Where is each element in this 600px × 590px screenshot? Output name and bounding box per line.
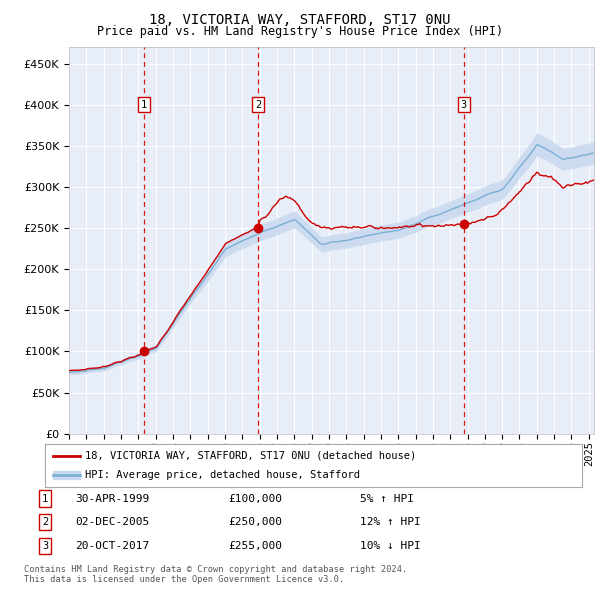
Text: 12% ↑ HPI: 12% ↑ HPI bbox=[360, 517, 421, 527]
Text: £250,000: £250,000 bbox=[228, 517, 282, 527]
Text: Contains HM Land Registry data © Crown copyright and database right 2024.: Contains HM Land Registry data © Crown c… bbox=[24, 565, 407, 574]
Text: 10% ↓ HPI: 10% ↓ HPI bbox=[360, 541, 421, 550]
Text: HPI: Average price, detached house, Stafford: HPI: Average price, detached house, Staf… bbox=[85, 470, 360, 480]
Text: 18, VICTORIA WAY, STAFFORD, ST17 0NU: 18, VICTORIA WAY, STAFFORD, ST17 0NU bbox=[149, 13, 451, 27]
Text: This data is licensed under the Open Government Licence v3.0.: This data is licensed under the Open Gov… bbox=[24, 575, 344, 584]
Text: 5% ↑ HPI: 5% ↑ HPI bbox=[360, 494, 414, 503]
Text: 3: 3 bbox=[461, 100, 467, 110]
Text: 2: 2 bbox=[255, 100, 262, 110]
Text: Price paid vs. HM Land Registry's House Price Index (HPI): Price paid vs. HM Land Registry's House … bbox=[97, 25, 503, 38]
Text: 20-OCT-2017: 20-OCT-2017 bbox=[75, 541, 149, 550]
Text: 02-DEC-2005: 02-DEC-2005 bbox=[75, 517, 149, 527]
Text: 18, VICTORIA WAY, STAFFORD, ST17 0NU (detached house): 18, VICTORIA WAY, STAFFORD, ST17 0NU (de… bbox=[85, 451, 416, 461]
Text: 30-APR-1999: 30-APR-1999 bbox=[75, 494, 149, 503]
Text: 1: 1 bbox=[42, 494, 48, 503]
Text: 2: 2 bbox=[42, 517, 48, 527]
Text: 1: 1 bbox=[141, 100, 147, 110]
Text: 3: 3 bbox=[42, 541, 48, 550]
Text: £255,000: £255,000 bbox=[228, 541, 282, 550]
Text: £100,000: £100,000 bbox=[228, 494, 282, 503]
